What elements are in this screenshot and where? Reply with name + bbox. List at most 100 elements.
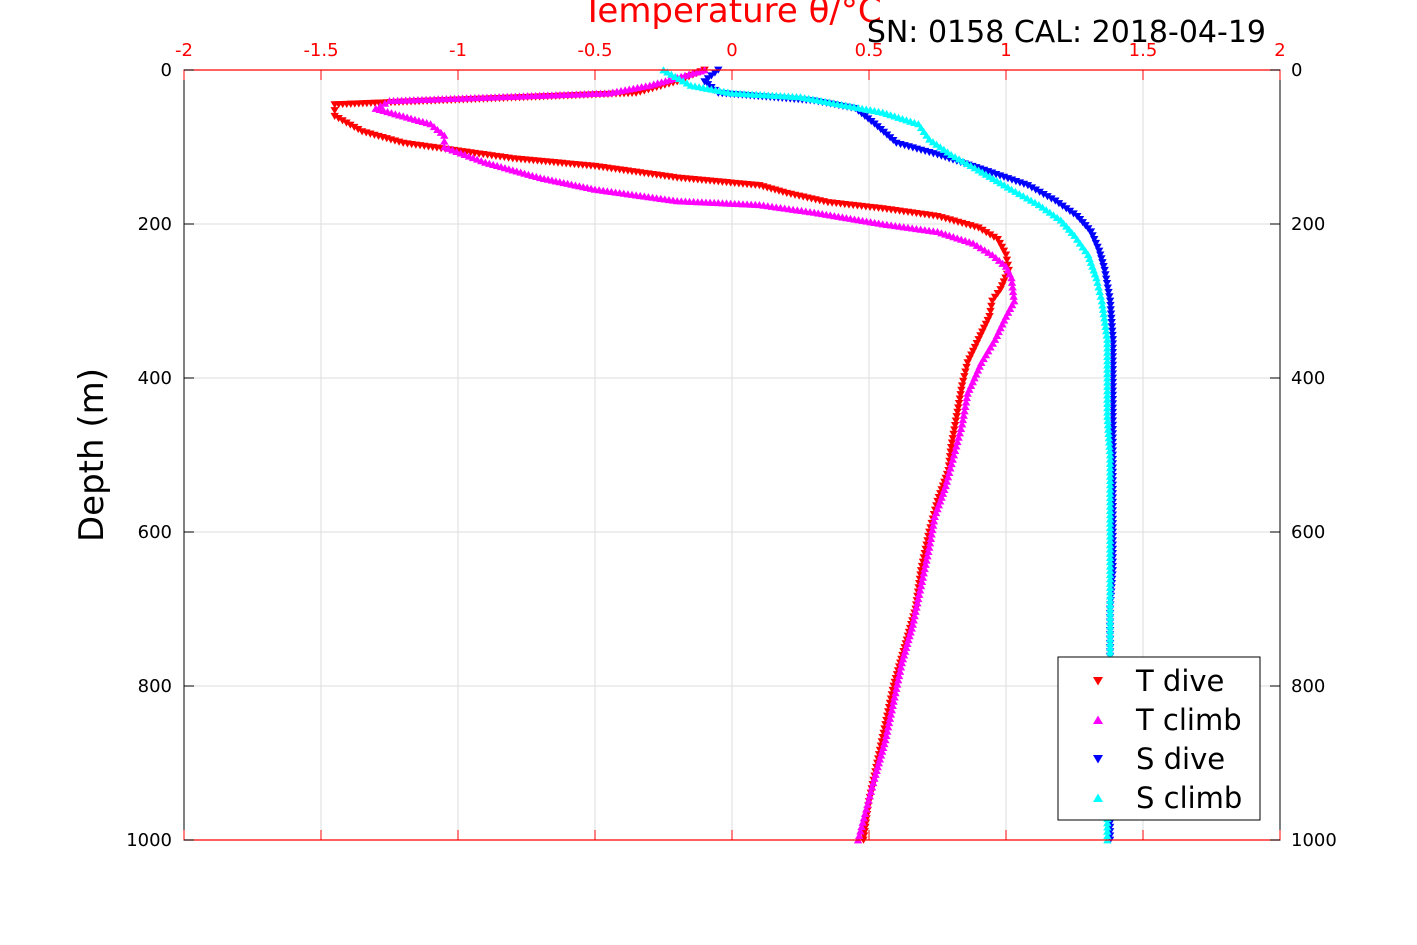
data-marker xyxy=(959,411,968,419)
data-point xyxy=(870,774,879,782)
data-marker xyxy=(1103,284,1112,292)
data-marker xyxy=(883,723,893,731)
data-marker xyxy=(330,107,339,115)
data-marker xyxy=(1099,310,1108,318)
data-marker xyxy=(943,473,953,481)
data-marker xyxy=(1105,553,1115,562)
data-marker xyxy=(953,408,962,416)
data-marker xyxy=(1105,575,1115,583)
data-marker xyxy=(987,302,996,310)
data-point xyxy=(1094,247,1104,255)
data-marker xyxy=(904,636,913,644)
data-marker xyxy=(1105,600,1115,609)
legend-label-s-dive: S dive xyxy=(1136,742,1225,776)
data-marker xyxy=(1009,292,1018,300)
data-marker xyxy=(1106,310,1116,318)
legend-marker-s-climb xyxy=(1093,793,1103,802)
data-marker xyxy=(926,534,936,542)
data-point xyxy=(1097,297,1107,305)
data-marker xyxy=(1031,186,1040,194)
y-tick-label-left: 1000 xyxy=(126,830,172,851)
x-tick-label: 0 xyxy=(726,40,737,61)
data-point xyxy=(1001,251,1011,259)
data-point xyxy=(1092,274,1101,282)
data-marker xyxy=(882,731,891,739)
data-marker xyxy=(1105,613,1115,621)
data-marker xyxy=(1105,541,1115,549)
data-marker xyxy=(989,233,999,241)
data-marker xyxy=(928,521,938,529)
data-marker xyxy=(953,438,962,446)
data-marker xyxy=(858,818,867,826)
data-marker xyxy=(907,624,916,632)
data-marker xyxy=(1098,301,1107,309)
data-marker xyxy=(961,368,970,376)
data-marker xyxy=(986,307,995,316)
data-marker xyxy=(981,320,991,328)
data-point xyxy=(952,413,961,421)
data-marker xyxy=(1105,523,1115,532)
data-marker xyxy=(903,639,912,648)
data-marker xyxy=(1104,434,1114,442)
legend-marker-t-climb xyxy=(1093,715,1103,724)
data-marker xyxy=(946,448,955,456)
data-marker xyxy=(1027,184,1037,192)
data-marker xyxy=(334,115,343,123)
data-point xyxy=(1007,274,1016,282)
data-marker xyxy=(905,632,914,640)
data-marker xyxy=(999,247,1009,255)
data-marker xyxy=(1105,622,1115,630)
data-marker xyxy=(376,102,385,110)
data-marker xyxy=(1105,485,1115,493)
data-marker xyxy=(1105,446,1115,455)
data-marker xyxy=(883,727,892,735)
data-marker xyxy=(902,643,911,651)
top-axis-title: Temperature θ/°C xyxy=(581,0,881,31)
data-marker xyxy=(951,417,961,425)
data-marker xyxy=(895,667,905,675)
data-marker xyxy=(873,763,882,771)
data-point xyxy=(897,659,907,667)
data-marker xyxy=(1105,583,1115,591)
data-marker xyxy=(1103,416,1112,425)
data-marker xyxy=(983,316,992,325)
data-marker xyxy=(879,743,888,751)
data-point xyxy=(1105,451,1115,459)
data-marker xyxy=(925,539,935,547)
data-marker xyxy=(1105,511,1115,519)
data-point xyxy=(988,297,997,305)
data-marker xyxy=(906,628,915,636)
data-marker xyxy=(1103,357,1112,365)
data-marker xyxy=(946,464,955,472)
x-tick-label: 2 xyxy=(1274,40,1285,61)
y-tick-label-right: 800 xyxy=(1291,676,1325,697)
data-marker xyxy=(1102,331,1111,339)
data-marker xyxy=(1043,193,1052,201)
data-marker xyxy=(1100,314,1109,322)
data-marker xyxy=(857,823,866,831)
data-marker xyxy=(346,121,355,129)
data-marker xyxy=(1100,318,1110,326)
data-marker xyxy=(960,373,969,381)
data-marker xyxy=(1105,532,1115,540)
data-marker xyxy=(1105,464,1115,472)
x-tick-label: 1 xyxy=(1000,40,1011,61)
data-marker xyxy=(993,289,1002,298)
x-tick-label: -1.5 xyxy=(303,40,338,61)
data-marker xyxy=(1105,562,1115,570)
data-marker xyxy=(962,363,971,371)
data-point xyxy=(930,512,939,520)
data-point xyxy=(1051,197,1060,205)
data-marker xyxy=(1105,579,1115,587)
y-tick-label-right: 400 xyxy=(1291,368,1325,389)
legend: T dive T climb S dive S climb xyxy=(1057,656,1261,821)
data-marker xyxy=(997,282,1007,290)
data-marker xyxy=(956,424,966,432)
data-marker xyxy=(962,394,972,402)
data-marker xyxy=(972,339,981,348)
data-point xyxy=(385,97,394,105)
data-point xyxy=(993,236,1002,244)
x-tick-label: -1 xyxy=(449,40,467,61)
legend-label-t-dive: T dive xyxy=(1135,664,1224,698)
